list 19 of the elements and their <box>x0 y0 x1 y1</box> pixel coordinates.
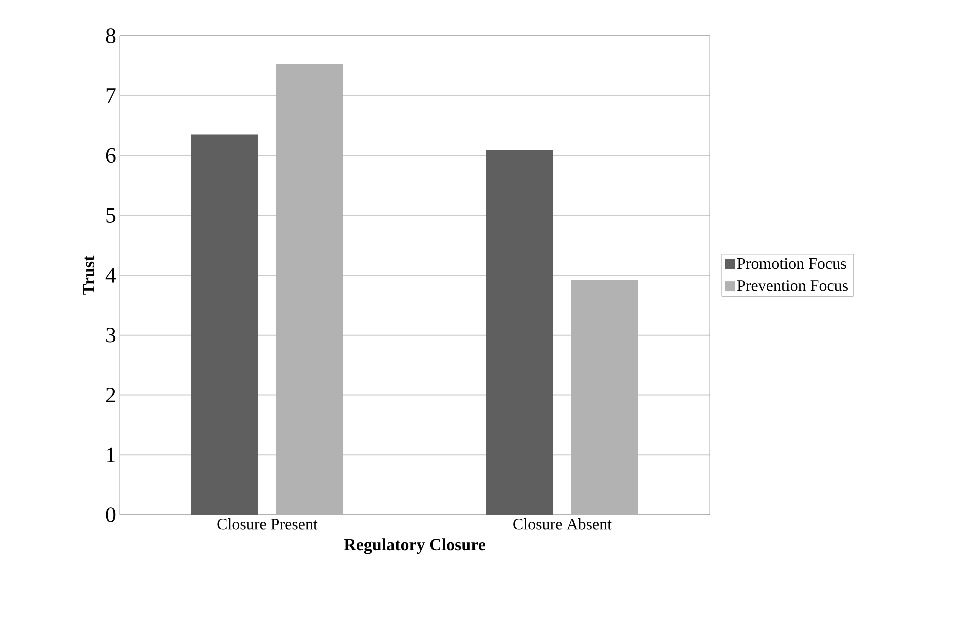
x-tick-label: Closure Absent <box>514 518 612 530</box>
legend-label: Promotion Focus <box>737 258 846 270</box>
bar <box>192 134 259 515</box>
y-tick-label: 4 <box>106 268 116 283</box>
bar <box>572 280 639 515</box>
legend-label: Prevention Focus <box>737 280 848 292</box>
y-tick-label: 1 <box>107 448 116 462</box>
x-axis-title: Regulatory Closure <box>344 538 486 554</box>
y-tick-label: 5 <box>106 208 116 223</box>
bar <box>486 150 554 515</box>
y-tick-label: 7 <box>106 88 116 104</box>
y-tick-label: 0 <box>106 508 116 522</box>
x-tick-label: Closure Present <box>218 518 318 530</box>
y-tick-label: 8 <box>106 28 116 44</box>
y-axis-title: Trust <box>83 256 95 295</box>
y-tick-label: 6 <box>106 148 116 164</box>
y-tick-label: 2 <box>106 388 116 403</box>
y-tick-label: 3 <box>106 328 116 343</box>
bar <box>276 64 344 515</box>
